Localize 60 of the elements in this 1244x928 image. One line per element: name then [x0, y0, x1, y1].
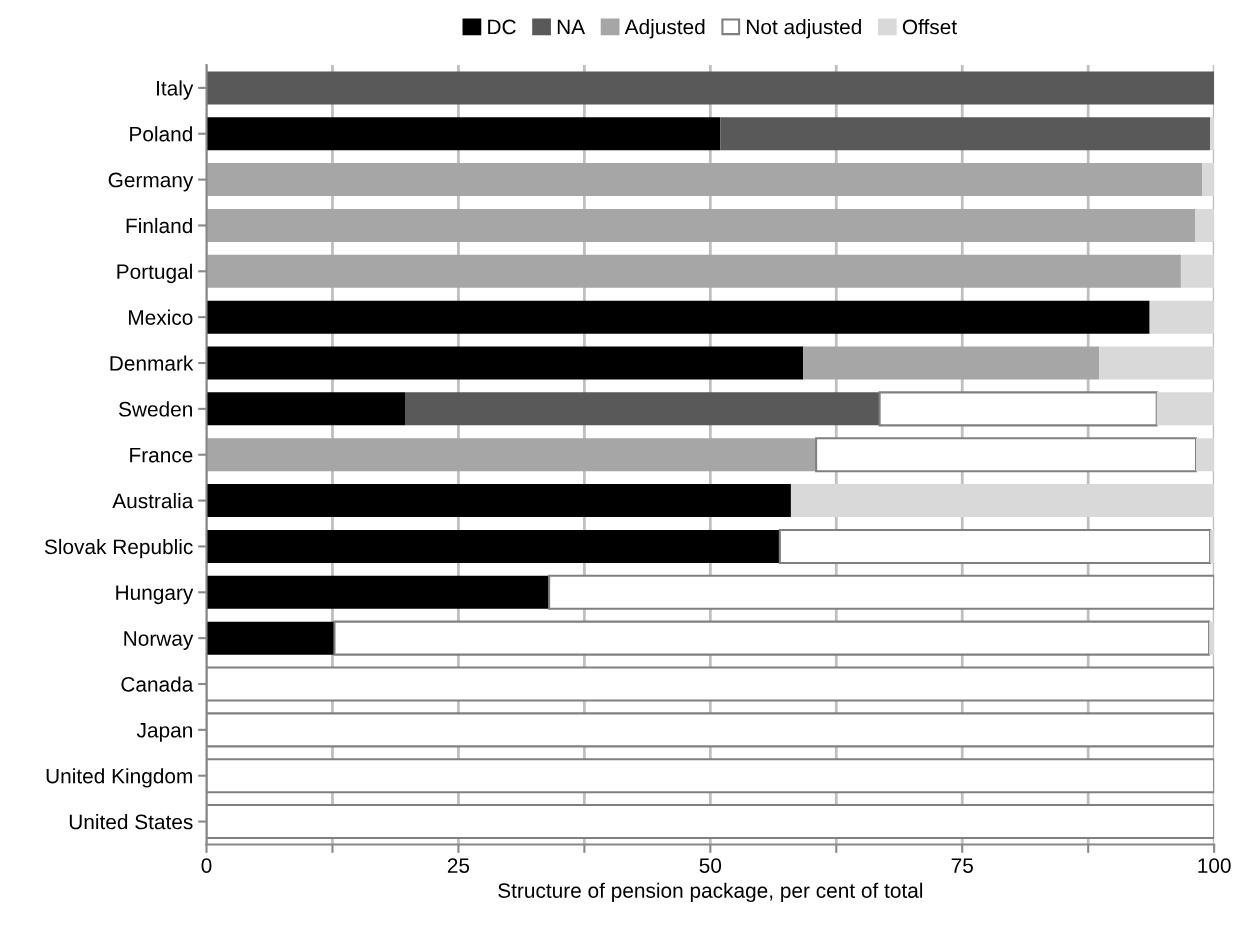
bar: [1099, 346, 1215, 380]
bar: [1202, 163, 1215, 197]
bar: [1180, 254, 1215, 288]
bar: [1196, 438, 1215, 472]
x-tick-label: 50: [699, 858, 722, 873]
bar: [206, 163, 1203, 197]
bar: [206, 254, 1181, 288]
y-tick-label: Australia: [112, 493, 194, 509]
bar: [206, 71, 1215, 105]
x-tick-label: 100: [1198, 858, 1231, 873]
y-tick-label: Poland: [130, 126, 192, 142]
y-tick-label: France: [130, 447, 193, 463]
y-tick-label: Canada: [121, 676, 194, 692]
y-tick-label: Hungary: [116, 585, 194, 605]
x-tick-label: 25: [447, 858, 470, 873]
y-tick-label: Portugal: [117, 263, 192, 284]
bar: [548, 574, 1215, 610]
legend-label: NA: [557, 19, 586, 35]
bar: [815, 437, 1198, 473]
y-tick-label: Denmark: [110, 355, 194, 371]
bar: [206, 621, 335, 655]
bar: [206, 438, 817, 472]
legend-label: DC: [488, 19, 516, 35]
legend-label: Adjusted: [624, 18, 705, 39]
bar: [1156, 392, 1215, 426]
y-tick-label: Germany: [108, 172, 194, 192]
bar: [803, 346, 1100, 380]
y-tick-label: United Kingdom: [46, 768, 192, 788]
bar: [333, 620, 1211, 656]
x-axis-title: Structure of pension package, per cent of total: [498, 882, 923, 903]
bar: [206, 575, 550, 609]
y-tick-label: Sweden: [118, 401, 192, 417]
bar: [1209, 621, 1215, 655]
y-tick-label: Italy: [157, 80, 194, 100]
y-tick-label: United States: [69, 814, 193, 830]
y-tick-label: Finland: [126, 217, 192, 234]
bar: [206, 484, 791, 518]
bar: [720, 117, 1211, 151]
bar: [1210, 529, 1215, 563]
bar: [206, 208, 1195, 242]
bar: [790, 484, 1215, 518]
y-tick-label: Norway: [124, 631, 194, 651]
y-tick-label: Japan: [136, 723, 192, 742]
y-tick-label: Mexico: [129, 309, 193, 325]
x-tick-label: 75: [951, 858, 973, 873]
bar: [206, 300, 1150, 334]
y-tick-label: Slovak Republic: [44, 538, 193, 559]
x-tick-label: 0: [201, 858, 212, 873]
bar: [206, 392, 406, 426]
bar: [405, 392, 880, 426]
bar: [206, 346, 804, 380]
bar: [1210, 117, 1215, 151]
bar: [206, 117, 721, 151]
bar: [1149, 300, 1215, 334]
legend-label: Offset: [902, 19, 957, 35]
bar: [206, 529, 780, 563]
bar: [878, 391, 1158, 427]
bar: [1195, 208, 1215, 242]
legend-label: Not adjusted: [747, 18, 861, 39]
bar: [778, 528, 1212, 564]
